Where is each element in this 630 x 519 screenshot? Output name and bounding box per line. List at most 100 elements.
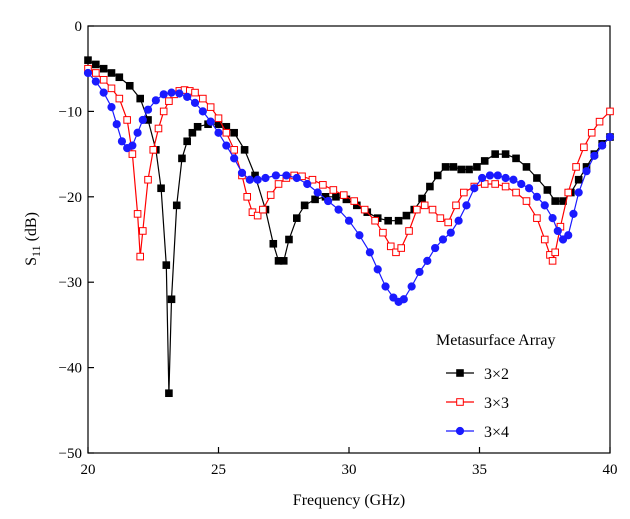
series-1-point — [332, 193, 340, 201]
series-2-point — [128, 150, 137, 158]
series-1-point — [394, 216, 403, 225]
series-3-point — [548, 214, 557, 223]
series-2-point — [230, 146, 238, 154]
series-1-point — [165, 389, 173, 398]
series-2-point — [512, 188, 520, 197]
series-3-point — [553, 226, 562, 236]
y-tick-label: −30 — [59, 275, 82, 291]
series-2-point — [551, 248, 559, 257]
series-3-point — [389, 293, 398, 302]
series-3-point — [91, 77, 100, 86]
series-3-point — [558, 235, 568, 244]
series-2-point — [533, 214, 541, 222]
series-1-point — [426, 182, 434, 191]
series-3-point — [501, 173, 510, 183]
series-3-point — [485, 171, 495, 180]
series-3-point — [344, 216, 354, 225]
legend-item-1-marker — [456, 369, 464, 377]
series-1-point — [167, 295, 176, 304]
series-3-point — [524, 184, 534, 193]
series-3-point — [365, 248, 374, 257]
series-3-point — [407, 282, 416, 291]
series-3-point — [117, 137, 127, 146]
series-1-point — [402, 211, 411, 220]
series-3-point — [598, 141, 607, 150]
x-tick-label: 40 — [603, 462, 618, 478]
y-axis-title-subscript: 11 — [29, 245, 43, 257]
series-3-point — [564, 231, 573, 240]
series-2-point — [99, 76, 108, 84]
series-3-point — [138, 115, 147, 125]
series-3-point — [334, 205, 343, 214]
series-3-point — [261, 173, 270, 183]
x-tick-label: 30 — [342, 462, 357, 478]
series-3-point — [198, 107, 207, 116]
series-2-point — [360, 205, 369, 214]
series-2-point — [548, 257, 557, 265]
series-3-group — [83, 68, 615, 306]
series-2-point — [350, 197, 359, 205]
series-1-point — [512, 154, 520, 163]
series-3-point — [214, 128, 223, 137]
x-tick-label: 20 — [81, 462, 96, 478]
series-2-point — [540, 235, 549, 244]
series-1-point — [533, 174, 541, 182]
series-1-point — [293, 214, 301, 222]
legend-item-2-marker — [456, 398, 464, 406]
series-1-point — [279, 257, 288, 265]
series-2-point — [253, 211, 262, 220]
x-tick-label: 35 — [472, 462, 487, 478]
series-3-point — [112, 120, 121, 129]
y-axis-title-unit: (dB) — [23, 212, 40, 245]
series-1-point — [285, 235, 293, 244]
series-2-point — [444, 218, 452, 227]
series-2-point — [144, 175, 152, 184]
series-2-point — [214, 114, 223, 123]
series-2-point — [397, 244, 405, 252]
legend-item-2-label: 3×3 — [484, 395, 509, 412]
series-2-point — [371, 216, 379, 225]
series-1-point — [441, 163, 450, 171]
series-1-point — [543, 186, 552, 194]
series-1-point — [574, 175, 583, 184]
series-1-point — [480, 157, 489, 165]
series-1-point — [107, 69, 116, 77]
series-1-point — [491, 150, 499, 158]
series-1-point — [99, 64, 108, 73]
series-3-point — [143, 105, 153, 114]
series-2-point — [329, 186, 338, 194]
series-2-point — [136, 252, 144, 261]
series-3-point — [83, 68, 93, 78]
legend: Metasurface Array 3×2 3×3 3×4 — [436, 332, 556, 441]
series-2-point — [460, 188, 468, 197]
series-2-point — [133, 210, 142, 218]
series-3-point — [222, 141, 231, 150]
series-2-point — [572, 163, 580, 171]
series-1-point — [551, 197, 559, 205]
y-tick-label: −10 — [59, 104, 82, 120]
series-1-point — [449, 163, 458, 171]
y-tick-label: 0 — [75, 19, 83, 35]
y-tick-label: −20 — [59, 190, 82, 206]
series-2-point — [522, 197, 531, 205]
series-3-point — [582, 167, 591, 176]
series-2-point — [428, 205, 437, 214]
series-2-point — [92, 69, 100, 77]
series-1-point — [465, 165, 473, 174]
series-2-point — [501, 182, 510, 191]
series-3-point — [590, 151, 599, 160]
series-1-point — [183, 137, 191, 146]
series-3-point — [303, 179, 312, 189]
series-2-point — [595, 117, 604, 126]
series-3-point — [399, 295, 408, 304]
series-1-point — [384, 216, 392, 225]
series-3-point — [569, 209, 578, 218]
series-2-point — [386, 242, 395, 251]
series-2-point — [587, 128, 596, 137]
series-1-point — [84, 56, 92, 64]
series-2-point — [154, 124, 163, 133]
series-2-point — [191, 88, 199, 97]
series-3-point — [167, 88, 176, 97]
series-2-point — [274, 180, 283, 188]
